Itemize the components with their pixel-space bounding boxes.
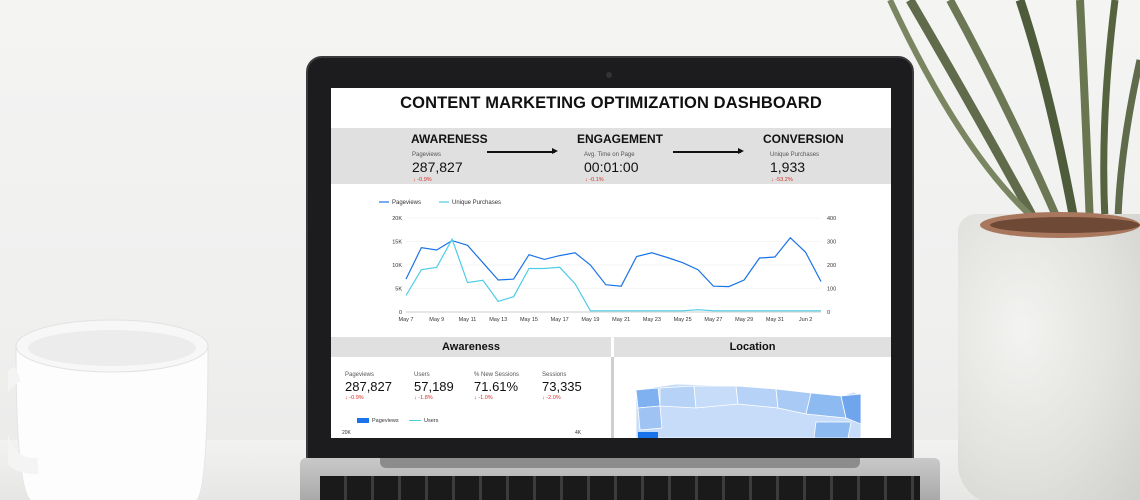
x-tick-label: May 9 <box>429 317 444 323</box>
x-tick-label: May 25 <box>674 317 692 323</box>
funnel-stage-engagement[interactable]: ENGAGEMENT Avg. Time on Page 00:01:00 ↓ … <box>577 132 663 183</box>
awareness-section-header: Awareness <box>331 337 611 357</box>
axis-tick-right: 4K <box>575 430 582 436</box>
x-tick-label: May 31 <box>766 317 784 323</box>
location-section-header: Location <box>614 337 891 357</box>
funnel-metric-value: 287,827 <box>412 159 463 175</box>
funnel-arrow-right <box>487 148 558 154</box>
funnel-metric-value: 00:01:00 <box>584 159 639 175</box>
legend-label: Users <box>424 418 439 424</box>
funnel-stage-awareness[interactable]: AWARENESS Pageviews 287,827 ↓ -0.9% <box>411 132 488 183</box>
metric-value: 71.61% <box>474 379 519 394</box>
funnel-heading: ENGAGEMENT <box>577 132 664 146</box>
axis-tick-left: 20K <box>342 430 351 436</box>
page-title: CONTENT MARKETING OPTIMIZATION DASHBOARD <box>400 94 822 112</box>
metric-delta: ↓ -1.8% <box>414 395 433 401</box>
y-left-tick-label: 15K <box>392 240 402 246</box>
y-left-tick-label: 5K <box>395 287 402 293</box>
funnel-metric-delta: ↓ -0.9% <box>413 177 432 183</box>
x-tick-label: May 23 <box>643 317 661 323</box>
legend-label: Unique Purchases <box>452 200 501 206</box>
metric-value: 287,827 <box>345 379 392 394</box>
metric-value: 57,189 <box>414 379 454 394</box>
time-series-chart[interactable]: 0 5K 10K 15K 20K 0 100 200 300 400 May 7 May 9 May 1… <box>331 194 891 324</box>
laptop-hinge <box>380 458 860 468</box>
y-left-tick-label: 10K <box>392 263 402 269</box>
funnel-stage-conversion[interactable]: CONVERSION Unique Purchases 1,933 ↓ -53.… <box>763 132 844 183</box>
funnel-metric-label: Avg. Time on Page <box>584 152 635 158</box>
metric-label: Pageviews <box>345 372 375 378</box>
plant-pot <box>958 214 1140 500</box>
y-left-tick-label: 0 <box>399 310 402 316</box>
metric-label: Users <box>414 372 430 378</box>
x-tick-label: May 15 <box>520 317 538 323</box>
funnel-metric-delta: ↓ -0.1% <box>585 177 604 183</box>
webcam <box>606 72 612 78</box>
keyboard <box>320 476 920 500</box>
plant-soil <box>990 217 1140 233</box>
x-tick-label: May 19 <box>581 317 599 323</box>
metric-label: % New Sessions <box>474 372 520 378</box>
y-left-tick-label: 20K <box>392 216 402 222</box>
y-right-tick-label: 200 <box>827 263 836 269</box>
funnel-heading: CONVERSION <box>763 132 844 146</box>
plant-leaves <box>887 0 1140 233</box>
legend-label: Pageviews <box>392 200 421 206</box>
metric-pageviews[interactable]: Pageviews 287,827 ↓ -0.9% <box>345 372 392 401</box>
series-line-pageviews <box>405 236 822 288</box>
line-chart-svg: 0 5K 10K 15K 20K 0 100 200 300 400 May 7 May 9 May 1… <box>379 200 836 323</box>
metric-label: Sessions <box>542 372 567 378</box>
funnel-arrow-right <box>673 148 744 154</box>
metric-delta: ↓ -1.0% <box>474 395 493 401</box>
x-tick-label: May 17 <box>551 317 569 323</box>
section-divider <box>611 357 614 438</box>
funnel-metric-label: Unique Purchases <box>770 152 820 158</box>
series-line-unique-purchases <box>405 237 821 312</box>
x-tick-label: May 7 <box>399 317 414 323</box>
legend-swatch <box>409 419 421 422</box>
legend-item-users[interactable]: Users <box>409 418 438 424</box>
metric-delta: ↓ -2.0% <box>542 395 561 401</box>
dashboard-screen: CONTENT MARKETING OPTIMIZATION DASHBOARD… <box>331 88 891 438</box>
x-tick-label: May 27 <box>704 317 722 323</box>
legend-label: Pageviews <box>372 418 399 424</box>
y-right-tick-label: 0 <box>827 310 830 316</box>
x-tick-label: May 11 <box>459 317 477 323</box>
funnel-metric-value: 1,933 <box>770 159 806 175</box>
y-right-tick-label: 100 <box>827 287 836 293</box>
x-tick-label: May 29 <box>735 317 753 323</box>
x-tick-label: May 13 <box>489 317 507 323</box>
metric-delta: ↓ -0.9% <box>345 395 364 401</box>
x-tick-label: May 21 <box>612 317 630 323</box>
coffee-mug <box>8 319 209 500</box>
funnel-metric-delta: ↓ -53.2% <box>771 177 793 183</box>
metric-value: 73,335 <box>542 379 582 394</box>
metric-new-sessions[interactable]: % New Sessions 71.61% ↓ -1.0% <box>474 372 519 401</box>
metric-users[interactable]: Users 57,189 ↓ -1.8% <box>414 372 454 401</box>
legend-swatch <box>357 418 369 424</box>
funnel-band <box>331 128 891 184</box>
y-right-tick-label: 300 <box>827 240 836 246</box>
x-tick-label: Jun 2 <box>799 317 812 323</box>
legend-item-pageviews[interactable]: Pageviews <box>357 418 399 424</box>
y-right-tick-label: 400 <box>827 216 836 222</box>
metric-sessions[interactable]: Sessions 73,335 ↓ -2.0% <box>542 372 582 401</box>
funnel-heading: AWARENESS <box>411 132 488 146</box>
funnel-metric-label: Pageviews <box>412 152 442 158</box>
location-map[interactable] <box>636 384 861 438</box>
